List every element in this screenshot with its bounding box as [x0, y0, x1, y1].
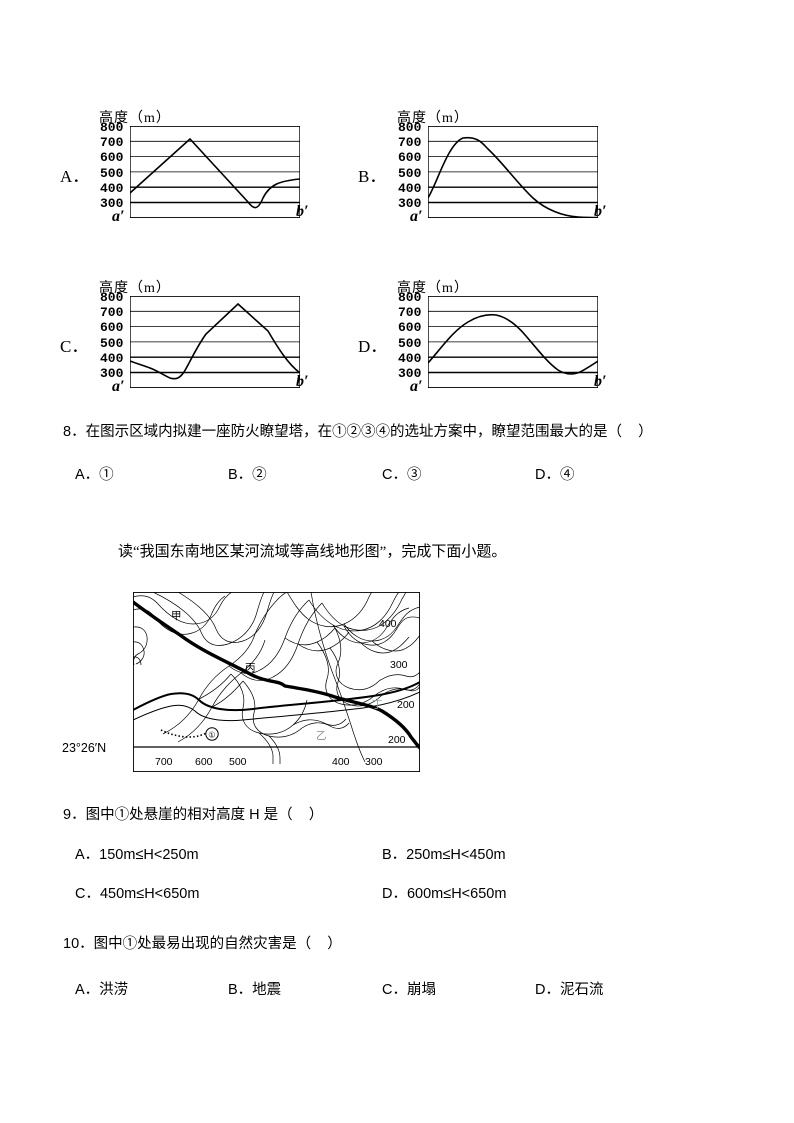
svg-text:丙: 丙	[245, 662, 256, 674]
svg-text:①: ①	[208, 731, 215, 740]
svg-text:600: 600	[195, 756, 213, 768]
svg-text:400: 400	[379, 618, 397, 630]
svg-text:丁: 丁	[372, 699, 383, 711]
svg-text:200: 200	[388, 734, 406, 746]
svg-text:300: 300	[390, 659, 408, 671]
svg-text:200: 200	[397, 699, 415, 711]
svg-text:乙: 乙	[316, 730, 327, 742]
svg-text:300: 300	[365, 756, 383, 768]
svg-text:700: 700	[155, 756, 173, 768]
svg-text:500: 500	[229, 756, 247, 768]
svg-text:400: 400	[332, 756, 350, 768]
svg-text:甲: 甲	[171, 610, 182, 622]
